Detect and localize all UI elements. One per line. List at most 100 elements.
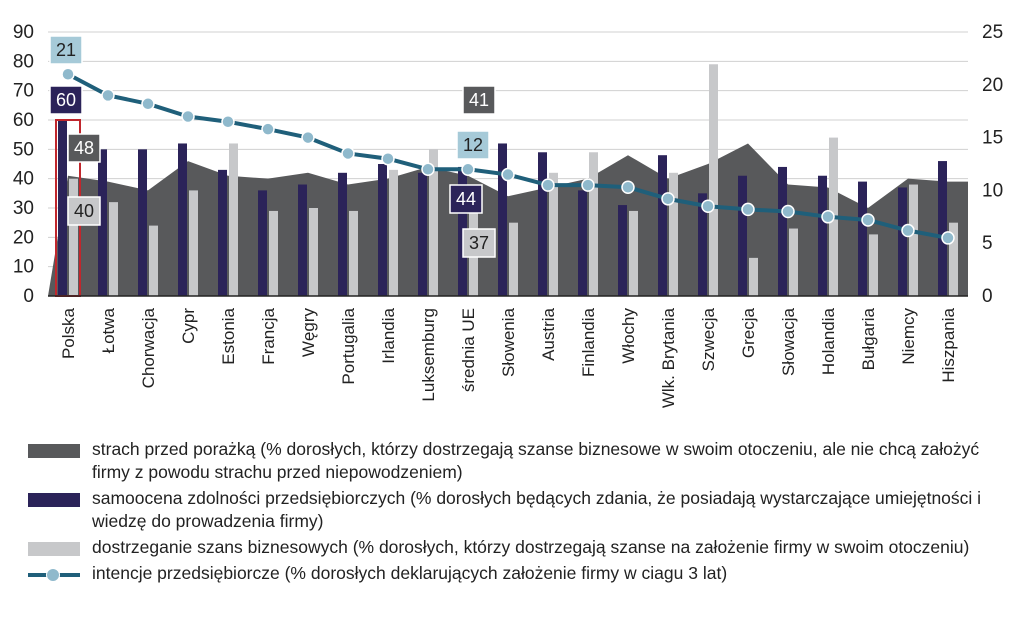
legend-item-self-assessment: samoocena zdolności przedsiębiorczych (%… (28, 487, 1018, 533)
x-tick-18: Słowacja (779, 307, 798, 376)
x-tick-0: Polska (59, 307, 78, 359)
point-intentions-17 (741, 202, 755, 217)
bar-self-assessment-14 (618, 205, 627, 296)
x-tick-4: Estonia (219, 307, 238, 364)
bar-opportunities-11 (509, 222, 518, 296)
x-tick-6: Węgry (299, 308, 318, 358)
x-tick-15: Wlk. Brytania (659, 307, 678, 408)
point-intentions-5 (261, 122, 275, 136)
annotation-label-7: 37 (469, 233, 489, 253)
bar-self-assessment-6 (298, 184, 307, 296)
bar-self-assessment-4 (218, 169, 227, 296)
x-tick-16: Szwecja (699, 307, 718, 371)
annotation-box-1 (49, 85, 83, 115)
annotation-label-3: 40 (74, 201, 94, 221)
point-intentions-12 (541, 178, 555, 192)
bar-opportunities-16 (709, 64, 718, 297)
legend: strach przed porażką (% dorosłych, którz… (28, 438, 1018, 588)
x-tick-2: Chorwacja (139, 307, 158, 388)
point-intentions-20 (861, 213, 875, 227)
bar-opportunities-14 (629, 210, 638, 296)
point-intentions-7 (341, 146, 355, 161)
bar-opportunities-5 (269, 210, 278, 296)
bar-self-assessment-20 (858, 181, 867, 296)
bar-self-assessment-8 (378, 164, 387, 296)
annotation-label-0: 21 (56, 40, 76, 60)
bar-self-assessment-13 (578, 190, 587, 296)
x-tick-1: Łotwa (99, 307, 118, 353)
bar-self-assessment-21 (898, 187, 907, 296)
bar-self-assessment-22 (938, 161, 947, 296)
point-intentions-22 (941, 231, 955, 245)
point-intentions-9 (421, 162, 435, 177)
annotation-box-5 (456, 130, 490, 160)
bar-opportunities-22 (949, 222, 958, 296)
annotation-box-6 (449, 184, 483, 214)
bar-self-assessment-9 (418, 172, 427, 296)
legend-label-fear: strach przed porażką (% dorosłych, którz… (92, 439, 980, 482)
legend-label-intentions: intencje przedsiębiorcze (% dorosłych de… (92, 563, 728, 583)
legend-label-opportunities: dostrzeganie szans biznesowych (% dorosł… (92, 537, 970, 557)
point-intentions-0 (61, 67, 75, 81)
point-intentions-4 (221, 115, 235, 129)
legend-swatch-opportunities (28, 542, 80, 556)
bar-opportunities-3 (189, 190, 198, 296)
bar-opportunities-6 (309, 208, 318, 296)
bar-opportunities-1 (109, 202, 118, 296)
point-intentions-10 (461, 162, 475, 177)
bar-self-assessment-0 (58, 120, 67, 296)
y-left-tick-0: 0 (23, 286, 34, 307)
legend-dot-intentions (46, 568, 60, 582)
y-left-tick-10: 10 (13, 257, 34, 278)
bar-opportunities-21 (909, 184, 918, 296)
point-intentions-13 (581, 178, 595, 192)
bar-self-assessment-7 (338, 172, 347, 296)
y-left-tick-50: 50 (13, 139, 34, 160)
annotation-box-4 (462, 85, 496, 115)
bar-self-assessment-15 (658, 155, 667, 296)
legend-swatch-intentions (28, 568, 80, 582)
bar-opportunities-2 (149, 225, 158, 296)
point-intentions-1 (101, 88, 115, 103)
point-intentions-8 (381, 151, 395, 166)
x-tick-14: Włochy (619, 308, 638, 364)
bar-opportunities-4 (229, 143, 238, 296)
bar-self-assessment-19 (818, 175, 827, 296)
point-intentions-21 (901, 223, 915, 238)
x-tick-10: średnia UE (459, 308, 478, 392)
bar-self-assessment-12 (538, 152, 547, 296)
point-intentions-6 (301, 130, 315, 145)
legend-item-opportunities: dostrzeganie szans biznesowych (% dorosł… (28, 536, 1018, 559)
bar-opportunities-15 (669, 172, 678, 296)
y-left-tick-90: 90 (13, 22, 34, 43)
legend-item-intentions: intencje przedsiębiorcze (% dorosłych de… (28, 562, 1018, 585)
y-right-tick-0: 0 (982, 286, 993, 307)
x-tick-3: Cypr (179, 308, 198, 344)
bar-opportunities-12 (549, 172, 558, 296)
x-tick-12: Austria (539, 307, 558, 360)
x-tick-7: Portugalia (339, 307, 358, 384)
y-right-tick-15: 15 (982, 128, 1003, 149)
point-intentions-15 (661, 192, 675, 206)
point-intentions-2 (141, 97, 155, 111)
bar-opportunities-17 (749, 257, 758, 296)
point-intentions-14 (621, 180, 635, 194)
y-right-tick-20: 20 (982, 75, 1003, 96)
x-tick-17: Grecja (739, 307, 758, 358)
legend-swatch-fear (28, 444, 80, 458)
legend-item-fear: strach przed porażką (% dorosłych, którz… (28, 438, 1018, 484)
y-left-tick-70: 70 (13, 81, 34, 102)
annotation-label-6: 44 (456, 189, 476, 209)
annotation-box-0 (49, 35, 83, 65)
point-intentions-3 (181, 109, 195, 124)
annotation-label-1: 60 (56, 90, 76, 110)
bar-opportunities-7 (349, 210, 358, 296)
x-tick-21: Niemcy (899, 308, 918, 365)
point-intentions-11 (501, 167, 515, 182)
y-right-tick-25: 25 (982, 22, 1003, 43)
y-left-tick-80: 80 (13, 51, 34, 72)
bar-self-assessment-1 (98, 149, 107, 296)
annotation-label-5: 12 (463, 135, 483, 155)
bar-opportunities-0 (69, 178, 78, 296)
x-tick-9: Luksemburg (419, 308, 438, 402)
